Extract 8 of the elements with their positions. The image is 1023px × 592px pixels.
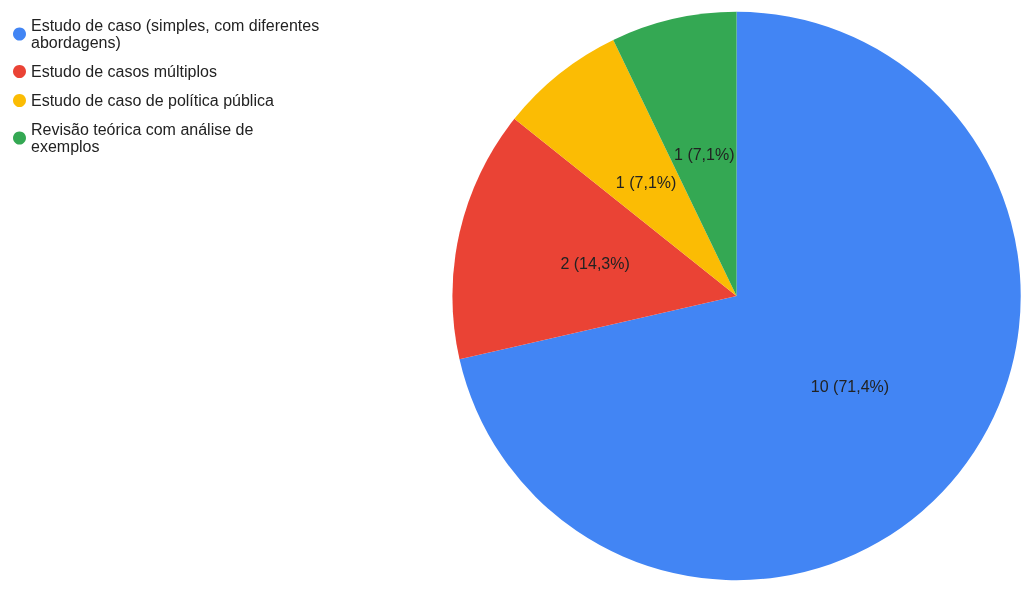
legend-label: Revisão teórica com análise de exemplos [31,121,258,155]
legend-label: Estudo de casos múltiplos [31,63,217,80]
data-label: 1 (7,1%) [674,146,735,164]
data-label: 1 (7,1%) [615,174,677,192]
data-label: 10 (71,4%) [810,377,890,395]
legend-label: Estudo de caso (simples, com diferentes abordagens) [31,17,324,51]
legend-label: Estudo de caso de política pública [31,92,274,109]
data-label: 2 (14,3%) [560,255,630,273]
